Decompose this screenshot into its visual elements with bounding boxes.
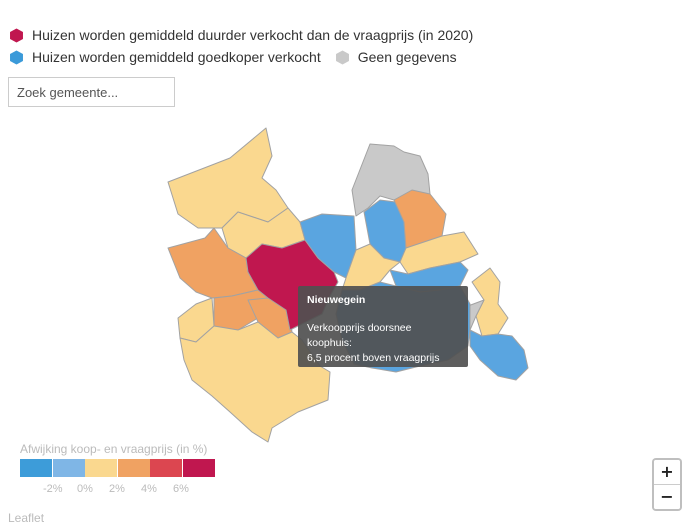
tick-label: 4%: [141, 483, 157, 495]
legend-row-1: Huizen worden gemiddeld duurder verkocht…: [9, 24, 487, 46]
map-tooltip: Nieuwegein Verkoopprijs doorsnee koophui…: [298, 286, 468, 367]
swatch-6: [182, 459, 215, 477]
tick-label: 0%: [77, 483, 93, 495]
zoom-in-button[interactable]: +: [654, 460, 680, 484]
color-scale-ticks: -2% 0% 2% 4% 6%: [20, 483, 225, 499]
legend-label-goedkoper: Huizen worden gemiddeld goedkoper verkoc…: [32, 49, 321, 65]
hexagon-gray-icon: [335, 49, 349, 65]
region-blue-south-east[interactable]: [469, 329, 529, 381]
map-legend: Huizen worden gemiddeld duurder verkocht…: [9, 24, 487, 68]
tooltip-title: Nieuwegein: [307, 294, 366, 306]
legend-item-geen-gegevens: Geen gegevens: [335, 49, 457, 65]
search-municipality-input[interactable]: [8, 77, 175, 107]
hexagon-blue-icon: [10, 49, 23, 65]
zoom-control: + −: [652, 458, 682, 511]
color-scale-legend: Afwijking koop- en vraagprijs (in %) -2%…: [20, 442, 225, 499]
swatch-2: [52, 459, 85, 477]
tick-label: 2%: [109, 483, 125, 495]
tooltip-line-1: Verkoopprijs doorsnee koophuis:: [307, 322, 412, 349]
tooltip-line-2: 6,5 procent boven vraagprijs: [307, 352, 440, 364]
leaflet-attribution-link[interactable]: Leaflet: [8, 511, 45, 525]
legend-row-2: Huizen worden gemiddeld goedkoper verkoc…: [9, 46, 487, 68]
region-north-west[interactable]: [167, 127, 289, 229]
legend-label-geen-gegevens: Geen gegevens: [357, 49, 457, 65]
tick-label: 6%: [173, 483, 189, 495]
zoom-out-button[interactable]: −: [654, 484, 680, 509]
region-south[interactable]: [179, 321, 331, 443]
swatch-5: [150, 459, 182, 477]
tick-label: -2%: [43, 483, 63, 495]
color-scale-swatches: [20, 459, 225, 477]
legend-label-duurder: Huizen worden gemiddeld duurder verkocht…: [32, 27, 474, 43]
color-scale-title: Afwijking koop- en vraagprijs (in %): [20, 442, 208, 456]
legend-item-duurder: Huizen worden gemiddeld duurder verkocht…: [9, 27, 473, 43]
swatch-4: [117, 459, 150, 477]
hexagon-crimson-icon: [10, 27, 23, 43]
swatch-3: [85, 459, 117, 477]
swatch-1: [20, 459, 52, 477]
legend-item-goedkoper: Huizen worden gemiddeld goedkoper verkoc…: [9, 49, 321, 65]
